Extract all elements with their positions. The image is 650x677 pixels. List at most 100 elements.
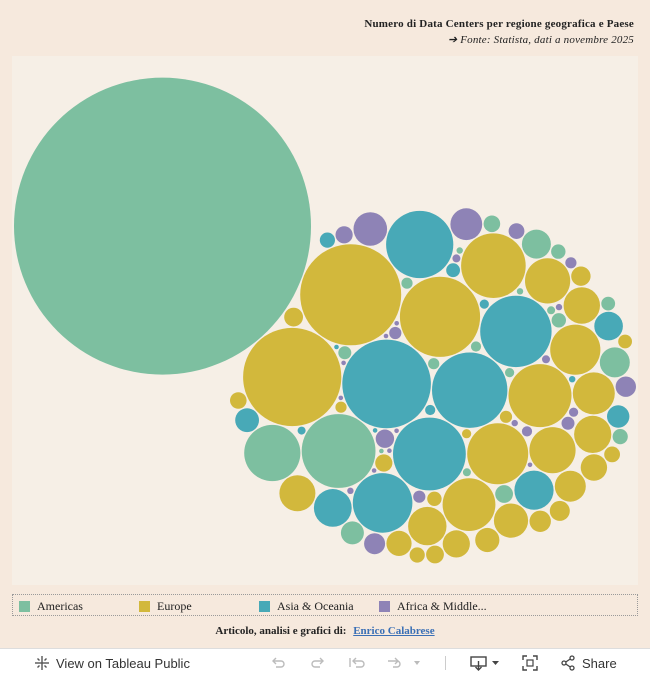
bubble-europe[interactable]	[442, 478, 496, 531]
bubble-europe[interactable]	[572, 372, 615, 415]
bubble-europe[interactable]	[375, 454, 393, 472]
bubble-europe[interactable]	[574, 415, 612, 453]
bubble-asia-oceania[interactable]	[446, 263, 460, 278]
bubble-africa-middle-east[interactable]	[521, 426, 533, 437]
bubble-europe[interactable]	[442, 530, 470, 558]
bubble-asia-oceania[interactable]	[607, 405, 630, 428]
bubble-americas[interactable]	[340, 521, 364, 545]
bubble-americas[interactable]	[301, 414, 376, 488]
bubble-americas[interactable]	[547, 306, 556, 315]
bubble-africa-middle-east[interactable]	[353, 212, 388, 246]
bubble-europe[interactable]	[493, 503, 529, 538]
bubble-africa-middle-east[interactable]	[413, 490, 426, 503]
bubble-europe[interactable]	[529, 427, 576, 474]
bubble-americas[interactable]	[14, 77, 311, 375]
bubble-africa-middle-east[interactable]	[394, 428, 399, 434]
bubble-africa-middle-east[interactable]	[341, 360, 346, 366]
bubble-africa-middle-east[interactable]	[508, 223, 525, 240]
legend-item-americas[interactable]: Americas	[19, 598, 83, 614]
bubble-americas[interactable]	[599, 347, 630, 378]
bubble-europe[interactable]	[408, 506, 447, 546]
legend-item-europe[interactable]: Europe	[139, 598, 192, 614]
bubble-americas[interactable]	[456, 247, 463, 254]
bubble-africa-middle-east[interactable]	[375, 429, 395, 448]
bubble-europe[interactable]	[335, 401, 347, 413]
bubble-asia-oceania[interactable]	[386, 210, 454, 279]
bubble-europe[interactable]	[243, 327, 342, 427]
bubble-europe[interactable]	[409, 547, 425, 563]
bubble-europe[interactable]	[508, 364, 572, 428]
bubble-asia-oceania[interactable]	[514, 470, 554, 510]
bubble-africa-middle-east[interactable]	[450, 208, 483, 241]
bubble-africa-middle-east[interactable]	[383, 333, 389, 339]
bubble-americas[interactable]	[462, 468, 471, 477]
refresh-button[interactable]	[386, 655, 420, 671]
bubble-asia-oceania[interactable]	[480, 295, 552, 368]
bubble-europe[interactable]	[554, 470, 586, 502]
bubble-europe[interactable]	[279, 475, 316, 512]
bubble-americas[interactable]	[601, 296, 616, 311]
bubble-americas[interactable]	[551, 244, 566, 259]
bubble-asia-oceania[interactable]	[313, 489, 352, 527]
bubble-africa-middle-east[interactable]	[565, 257, 577, 269]
bubble-africa-middle-east[interactable]	[555, 303, 563, 311]
bubble-americas[interactable]	[401, 277, 413, 289]
bubble-asia-oceania[interactable]	[479, 299, 489, 309]
bubble-asia-oceania[interactable]	[569, 376, 576, 383]
bubble-europe[interactable]	[462, 429, 472, 439]
bubble-europe[interactable]	[604, 446, 620, 463]
bubble-europe[interactable]	[499, 410, 513, 423]
bubble-europe[interactable]	[284, 307, 303, 327]
bubble-africa-middle-east[interactable]	[371, 468, 377, 473]
bubble-asia-oceania[interactable]	[372, 428, 378, 433]
redo-button[interactable]	[310, 655, 326, 671]
bubble-europe[interactable]	[550, 324, 601, 375]
bubble-americas[interactable]	[244, 424, 301, 482]
bubble-americas[interactable]	[495, 485, 513, 503]
bubble-asia-oceania[interactable]	[342, 339, 431, 429]
bubble-asia-oceania[interactable]	[235, 408, 259, 433]
bubble-africa-middle-east[interactable]	[452, 254, 461, 263]
bubble-africa-middle-east[interactable]	[511, 419, 518, 427]
bubble-africa-middle-east[interactable]	[347, 487, 354, 494]
legend-item-africa-middle-east[interactable]: Africa & Middle...	[379, 598, 487, 614]
bubble-europe[interactable]	[580, 454, 608, 481]
bubble-africa-middle-east[interactable]	[389, 326, 402, 340]
bubble-europe[interactable]	[467, 423, 529, 485]
bubble-africa-middle-east[interactable]	[615, 376, 636, 397]
bubble-americas[interactable]	[470, 341, 482, 352]
bubble-africa-middle-east[interactable]	[338, 395, 344, 401]
bubble-americas[interactable]	[521, 229, 551, 259]
bubble-europe[interactable]	[529, 510, 551, 532]
bubble-asia-oceania[interactable]	[297, 426, 306, 435]
bubble-europe[interactable]	[461, 233, 526, 298]
bubble-africa-middle-east[interactable]	[387, 448, 392, 454]
bubble-asia-oceania[interactable]	[334, 344, 339, 350]
bubble-asia-oceania[interactable]	[352, 473, 413, 533]
bubble-africa-middle-east[interactable]	[527, 462, 533, 468]
bubble-asia-oceania[interactable]	[432, 352, 508, 428]
bubble-africa-middle-east[interactable]	[561, 416, 575, 430]
bubble-europe[interactable]	[386, 530, 412, 556]
bubble-africa-middle-east[interactable]	[542, 355, 550, 364]
bubble-americas[interactable]	[505, 368, 515, 378]
bubble-europe[interactable]	[525, 258, 571, 304]
bubble-asia-oceania[interactable]	[594, 311, 623, 341]
download-button[interactable]	[470, 655, 502, 671]
revert-button[interactable]	[348, 655, 366, 671]
bubble-americas[interactable]	[516, 288, 524, 295]
bubble-europe[interactable]	[426, 545, 444, 564]
bubble-europe[interactable]	[563, 287, 600, 324]
bubble-americas[interactable]	[428, 358, 440, 370]
bubble-europe[interactable]	[300, 244, 402, 346]
bubble-europe[interactable]	[618, 334, 632, 349]
bubble-asia-oceania[interactable]	[425, 404, 436, 416]
bubble-africa-middle-east[interactable]	[394, 321, 400, 326]
bubble-europe[interactable]	[475, 527, 500, 553]
view-on-tableau-button[interactable]: View on Tableau Public	[34, 655, 190, 671]
bubble-africa-middle-east[interactable]	[569, 407, 579, 417]
bubble-americas[interactable]	[612, 429, 628, 445]
bubble-europe[interactable]	[549, 500, 570, 521]
bubble-africa-middle-east[interactable]	[335, 226, 353, 244]
bubble-americas[interactable]	[483, 215, 501, 233]
